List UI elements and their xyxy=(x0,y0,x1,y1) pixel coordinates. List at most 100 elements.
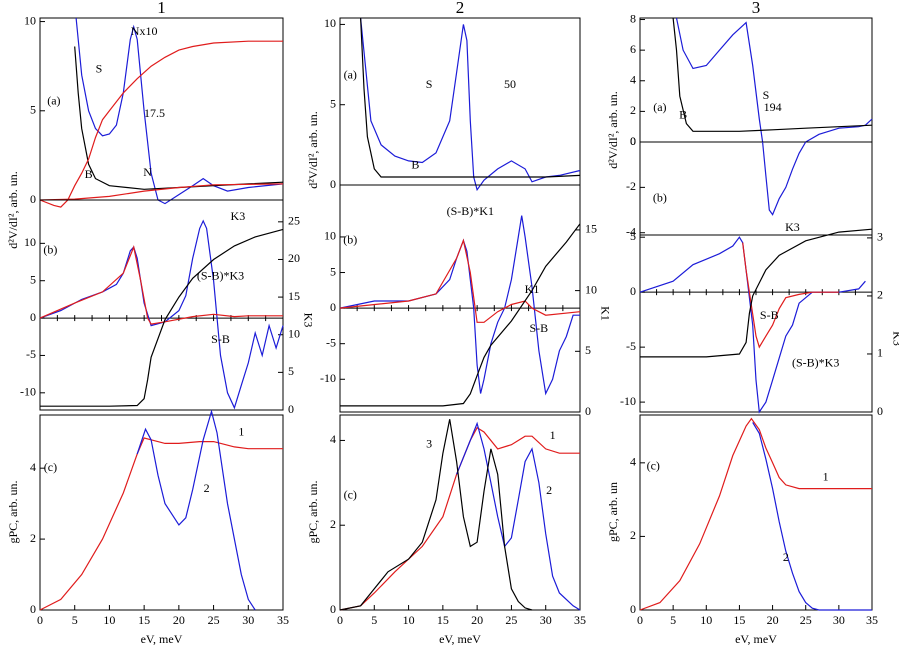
annotation: (S-B)*K3 xyxy=(197,269,244,283)
y-tick-label: -5 xyxy=(626,339,636,353)
data-line xyxy=(639,417,872,611)
y-tick-label: 4 xyxy=(630,73,636,87)
y-tick-label: -10 xyxy=(20,385,36,399)
data-line xyxy=(39,183,284,201)
x-tick-label: 35 xyxy=(277,613,289,627)
y2-tick-label: 1 xyxy=(877,346,883,360)
annotation: (c) xyxy=(344,487,357,501)
x-tick-label: 10 xyxy=(403,613,415,627)
annotation: B xyxy=(679,108,687,122)
y2-tick-label: 10 xyxy=(585,282,597,296)
column-title: 1 xyxy=(157,0,166,17)
x-tick-label: 30 xyxy=(242,613,254,627)
y-tick-label: 0 xyxy=(30,602,36,616)
y-tick-label: -2 xyxy=(626,179,636,193)
data-line xyxy=(640,228,873,358)
x-label: eV, meV xyxy=(439,632,481,646)
y-tick-label: 2 xyxy=(630,528,636,542)
data-line xyxy=(75,17,284,205)
x-tick-label: 20 xyxy=(767,613,779,627)
y-tick-label: 0 xyxy=(30,310,36,324)
y-tick-label: 0 xyxy=(30,192,36,206)
y-tick-label: 0 xyxy=(630,602,636,616)
y-tick-label: 8 xyxy=(630,11,636,25)
panel-frame xyxy=(639,234,873,413)
annotation: 1 xyxy=(550,428,556,442)
y-tick-label: 0 xyxy=(330,177,336,191)
y-label: d²V/dI², arb. un. xyxy=(306,111,320,189)
data-line xyxy=(339,419,533,611)
y-tick-label: 10 xyxy=(324,16,336,30)
y2-tick-label: 2 xyxy=(877,288,883,302)
annotation: B xyxy=(85,167,93,181)
y2-tick-label: 3 xyxy=(877,230,883,244)
x-tick-label: 35 xyxy=(866,613,878,627)
data-line xyxy=(639,236,866,414)
x-tick-label: 35 xyxy=(574,613,586,627)
x-tick-label: 15 xyxy=(733,613,745,627)
annotation: (c) xyxy=(44,460,57,474)
y2-tick-label: 10 xyxy=(288,326,300,340)
y-tick-label: 5 xyxy=(330,264,336,278)
data-line xyxy=(39,219,284,410)
x-tick-label: 30 xyxy=(540,613,552,627)
annotation: S xyxy=(763,88,770,102)
y-tick-label: 0 xyxy=(630,284,636,298)
annotation: (a) xyxy=(653,100,666,114)
data-line xyxy=(672,17,873,132)
panel-frame xyxy=(639,414,873,611)
y-tick-label: 0 xyxy=(630,134,636,148)
annotation: 2 xyxy=(546,483,552,497)
x-tick-label: 5 xyxy=(670,613,676,627)
data-line xyxy=(340,223,581,407)
annotation: K1 xyxy=(525,282,540,296)
data-line xyxy=(752,422,872,611)
annotation: (c) xyxy=(647,458,660,472)
y2-tick-label: 20 xyxy=(288,251,300,265)
x-tick-label: 0 xyxy=(637,613,643,627)
y-tick-label: 0 xyxy=(630,134,636,148)
x-tick-label: 25 xyxy=(208,613,220,627)
y2-label: K3 xyxy=(890,331,899,346)
x-tick-label: 5 xyxy=(72,613,78,627)
panel-frame xyxy=(639,141,873,236)
y-tick-label: 0 xyxy=(330,602,336,616)
y-label: d²V/dI², arb. un. xyxy=(606,91,620,169)
panel-frame xyxy=(339,17,581,186)
y2-label: K3 xyxy=(301,313,315,328)
panel-frame xyxy=(39,199,284,411)
annotation: (a) xyxy=(344,68,357,82)
annotation: 2 xyxy=(204,481,210,495)
data-line xyxy=(805,118,873,143)
y2-label: K1 xyxy=(598,306,612,321)
x-tick-label: 10 xyxy=(103,613,115,627)
y-tick-label: -5 xyxy=(26,347,36,361)
y-tick-label: 5 xyxy=(30,272,36,286)
y-tick-label: 4 xyxy=(630,455,636,469)
y-label: d²V/dI², arb. un. xyxy=(6,171,20,249)
annotation: (a) xyxy=(47,94,60,108)
annotation: (S-B)*K3 xyxy=(792,355,839,369)
y2-tick-label: 5 xyxy=(585,343,591,357)
annotation: 1 xyxy=(238,424,244,438)
annotation: Nx10 xyxy=(131,24,158,38)
y-tick-label: 10 xyxy=(324,229,336,243)
y-tick-label: -4 xyxy=(626,224,636,238)
x-tick-label: 0 xyxy=(37,613,43,627)
annotation: B xyxy=(411,157,419,171)
y-tick-label: 5 xyxy=(30,103,36,117)
x-tick-label: 0 xyxy=(337,613,343,627)
data-line xyxy=(762,141,807,216)
annotation: 17.5 xyxy=(144,106,165,120)
y-tick-label: 6 xyxy=(630,42,636,56)
y-tick-label: 5 xyxy=(630,229,636,243)
y-tick-label: 2 xyxy=(30,531,36,545)
y-tick-label: 5 xyxy=(330,96,336,110)
annotation: (b) xyxy=(653,190,667,204)
annotation: 1 xyxy=(823,469,829,483)
y-tick-label: 10 xyxy=(24,235,36,249)
x-tick-label: 5 xyxy=(371,613,377,627)
annotation: 194 xyxy=(764,100,782,114)
data-line xyxy=(39,437,283,611)
